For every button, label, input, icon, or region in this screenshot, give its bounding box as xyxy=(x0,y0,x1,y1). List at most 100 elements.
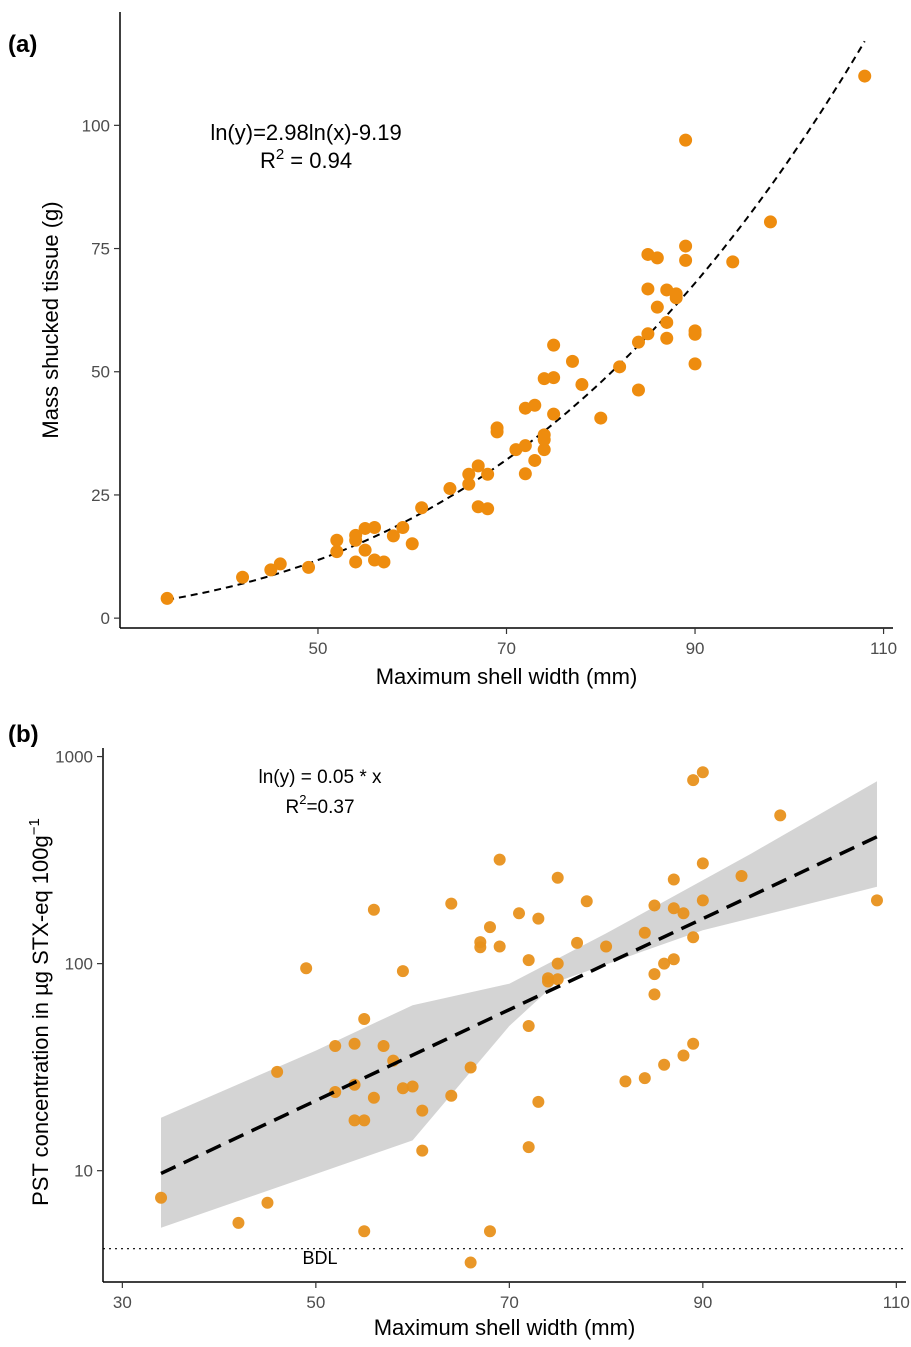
panel-a-data-point xyxy=(660,331,674,345)
panel-a-data-point xyxy=(613,360,627,374)
panel-a-data-point xyxy=(330,533,344,547)
panel-a-data-point xyxy=(641,327,655,341)
panel-a-data-point xyxy=(160,591,174,605)
panel-a-y-tick-label: 25 xyxy=(91,486,110,505)
panel-b-data-point xyxy=(735,869,748,882)
panel-b-data-point xyxy=(232,1216,245,1229)
panel-a-data-point xyxy=(660,315,674,329)
panel-b-data-point xyxy=(522,1141,535,1154)
panel-a-data-point xyxy=(349,555,363,569)
panel-b-data-point xyxy=(648,968,661,981)
panel-b-data-point xyxy=(532,1095,545,1108)
panel-a-x-tick-label: 90 xyxy=(686,639,705,658)
panel-a-data-point xyxy=(386,529,400,543)
panel-b-data-point xyxy=(542,975,555,988)
panel-a-x-tick-label: 110 xyxy=(870,639,897,658)
panel-b-data-point xyxy=(367,1091,380,1104)
panel-a-data-point xyxy=(679,133,693,147)
panel-a-data-point xyxy=(528,398,542,412)
panel-b-data-point xyxy=(416,1144,429,1157)
panel-b-data-point xyxy=(358,1225,371,1238)
panel-b-data-point xyxy=(513,907,526,920)
panel-b-data-point xyxy=(406,1080,419,1093)
panel-b-data-point xyxy=(532,912,545,925)
panel-b-bdl-label: BDL xyxy=(302,1248,337,1268)
panel-b-y-tick-label: 100 xyxy=(65,955,93,974)
panel-a-equation: ln(y)=2.98ln(x)-9.19 xyxy=(210,120,401,145)
panel-b-data-point xyxy=(445,897,458,910)
panel-b-data-point xyxy=(677,1049,690,1062)
panel-b-data-point xyxy=(667,902,680,915)
panel-b-data-point xyxy=(367,903,380,916)
panel-b-data-point xyxy=(348,1078,361,1091)
panel-b-data-point xyxy=(687,774,700,787)
panel-a-data-point xyxy=(462,467,476,481)
panel-b-data-point xyxy=(474,936,487,949)
panel-a-data-point xyxy=(537,443,551,457)
panel-b-data-point xyxy=(445,1089,458,1102)
panel-b-data-point xyxy=(348,1114,361,1127)
panel-b-x-tick-label: 30 xyxy=(113,1293,132,1312)
panel-b-data-point xyxy=(522,1019,535,1032)
panel-b-data-point xyxy=(870,894,883,907)
panel-b-confidence-band xyxy=(161,781,877,1228)
panel-a-y-tick-label: 50 xyxy=(91,363,110,382)
panel-a-data-point xyxy=(273,557,287,571)
panel-a-data-point xyxy=(471,459,485,473)
panel-a-data-point xyxy=(669,287,683,301)
panel-a-x-tick-label: 70 xyxy=(497,639,516,658)
panel-a-data-point xyxy=(377,555,391,569)
panel-b-data-point xyxy=(396,965,409,978)
panel-a-y-tick-label: 0 xyxy=(101,609,110,628)
panel-b-data-point xyxy=(667,873,680,886)
panel-b-data-point xyxy=(483,921,496,934)
panel-b-data-point xyxy=(658,1058,671,1071)
panel-a-data-point xyxy=(537,428,551,442)
panel-b-data-point xyxy=(551,957,564,970)
panel-b-data-point xyxy=(571,936,584,949)
panel-a-data-point xyxy=(547,338,561,352)
panel-a-data-point xyxy=(518,439,532,453)
panel-a-data-point xyxy=(481,467,495,481)
panel-a-data-point xyxy=(763,215,777,229)
panel-a-data-point xyxy=(462,477,476,491)
panel-b-data-point xyxy=(300,962,313,975)
panel-b-label: (b) xyxy=(8,721,39,748)
panel-b-r-squared: R2=0.37 xyxy=(285,792,354,818)
panel-a-data-point xyxy=(547,371,561,385)
panel-b-data-point xyxy=(358,1013,371,1026)
panel-b-data-point xyxy=(600,940,613,953)
panel-a-data-point xyxy=(330,545,344,559)
panel-b-data-point xyxy=(677,907,690,920)
panel-b-data-point xyxy=(155,1191,168,1204)
panel-b-data-point xyxy=(396,1082,409,1095)
panel-a-data-point xyxy=(415,501,429,515)
panel-b-data-point xyxy=(658,957,671,970)
panel-a-data-point xyxy=(396,520,410,534)
panel-a-data-point xyxy=(679,239,693,253)
panel-b-equation: ln(y) = 0.05 * x xyxy=(258,767,382,788)
panel-a-data-point xyxy=(264,563,278,577)
panel-b-data-point xyxy=(580,895,593,908)
panel-b-data-point xyxy=(638,926,651,939)
panel-a-data-point xyxy=(349,528,363,542)
panel-a-data-point xyxy=(537,372,551,386)
panel-a: 0 25 50 75 100 50 70 90 110 xyxy=(82,12,897,658)
panel-b-x-tick-label: 90 xyxy=(693,1293,712,1312)
panel-a-data-point xyxy=(302,560,316,574)
panel-b-data-point xyxy=(493,940,506,953)
panel-a-data-point xyxy=(688,324,702,338)
panel-b-data-point xyxy=(551,871,564,884)
panel-a-x-axis-title: Maximum shell width (mm) xyxy=(376,664,638,689)
panel-b-data-point xyxy=(551,973,564,986)
panel-a-data-point xyxy=(358,543,372,557)
panel-b-data-point xyxy=(329,1040,342,1053)
panel-b-y-tick-label: 10 xyxy=(74,1162,93,1181)
panel-b-data-point xyxy=(696,857,709,870)
panel-b-y-axis-title: PST concentration in µg STX-eq 100g−1 xyxy=(26,818,53,1206)
panel-b-x-axis-title: Maximum shell width (mm) xyxy=(374,1315,636,1340)
panel-b-data-point xyxy=(638,1072,651,1085)
panel-b-y-tick-label: 1000 xyxy=(55,748,93,767)
